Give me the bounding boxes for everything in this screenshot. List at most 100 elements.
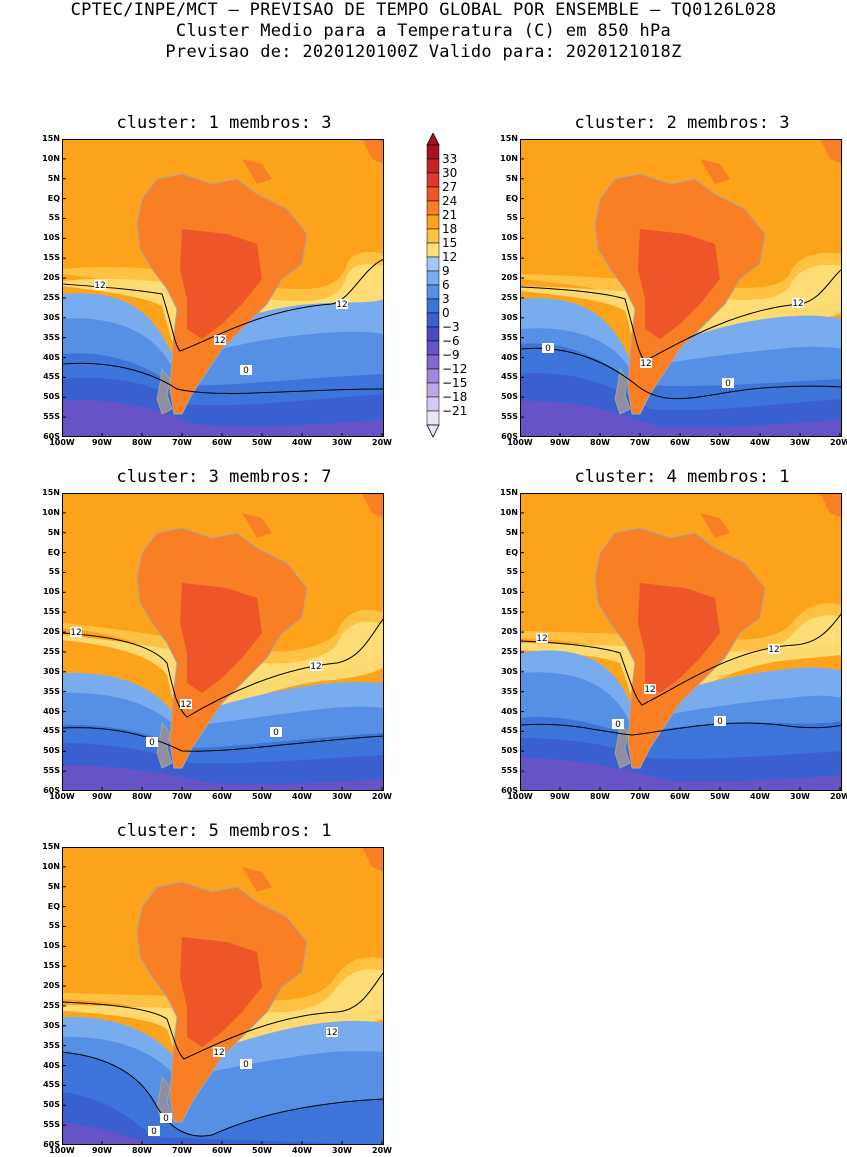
contour-label-box (612, 719, 624, 729)
lat-label: 35S (43, 1040, 60, 1050)
colorbar-label: −15 (442, 376, 468, 390)
colorbar-label: 30 (442, 166, 458, 180)
lat-label: 50S (43, 746, 60, 756)
lon-label: 90W (92, 438, 112, 447)
continent-hot (180, 229, 262, 339)
colorbar-svg (426, 132, 440, 438)
lon-label: 20W (830, 438, 847, 447)
contour-label-box (148, 1126, 160, 1136)
colorbar-swatch (426, 312, 440, 328)
lat-label: 20S (501, 627, 518, 637)
contour-label: 0 (725, 379, 731, 389)
colorbar-label: 24 (442, 194, 458, 208)
band-18-north (62, 493, 384, 507)
lat-label: 30S (43, 1020, 60, 1030)
contour-label: 12 (644, 685, 655, 695)
lon-label: 50W (252, 792, 272, 801)
band-18-north (520, 493, 842, 507)
lon-label: 50W (710, 792, 730, 801)
map-svg-4: 12 12 12 0 0 (520, 493, 842, 791)
lat-label: 10S (43, 233, 60, 243)
map-frame (62, 139, 384, 437)
colorbar-swatch (426, 228, 440, 244)
map-frame (62, 847, 384, 1145)
lat-label: 5N (47, 527, 60, 537)
colorbar-label: 15 (442, 236, 458, 250)
contour-label-box (240, 365, 252, 375)
lat-label: 25S (43, 646, 60, 656)
band-18-north (62, 139, 384, 153)
band-18-north (62, 847, 384, 861)
continent-hot (638, 229, 720, 339)
colorbar-label: −3 (442, 320, 460, 334)
colorbar-swatch (426, 298, 440, 314)
lon-label: 70W (630, 792, 650, 801)
lon-label: 100W (507, 792, 533, 801)
lat-label: 5N (505, 173, 518, 183)
lat-label: 10S (501, 587, 518, 597)
colorbar-label: 27 (442, 180, 458, 194)
isotherm-12 (62, 617, 384, 718)
contour-label: 12 (792, 299, 803, 309)
colorbar-swatch (426, 172, 440, 188)
lat-label: 5S (506, 567, 518, 577)
contour-label: 0 (243, 366, 249, 376)
lon-label: 20W (372, 438, 392, 447)
colorbar-swatch (426, 270, 440, 286)
contour-label: 12 (336, 300, 347, 310)
map-svg-2: 12 12 0 0 (520, 139, 842, 437)
contour-label: 0 (243, 1060, 249, 1070)
contour-label: 12 (94, 281, 105, 291)
lon-label: 70W (172, 438, 192, 447)
lat-label: 10S (501, 233, 518, 243)
lat-label: 25S (43, 1000, 60, 1010)
isotherm-12 (62, 971, 384, 1060)
lat-label: 10N (500, 153, 518, 163)
map-panel-1: 12 12 12 0 (62, 139, 384, 437)
colorbar-label: 3 (442, 292, 450, 306)
continent-hot (638, 583, 720, 693)
lon-label: 100W (49, 438, 75, 447)
lon-label: 90W (550, 438, 570, 447)
lat-label: EQ (47, 193, 60, 203)
map-panel-5: 12 12 0 0 0 (62, 847, 384, 1145)
contour-label: 12 (326, 1028, 337, 1038)
lat-label: 20S (43, 627, 60, 637)
colorbar-swatch (426, 256, 440, 272)
map-svg-1: 12 12 12 0 (62, 139, 384, 437)
lon-label: 30W (332, 792, 352, 801)
lon-label: 100W (49, 1146, 75, 1155)
lat-label: 60S (43, 1140, 60, 1149)
lon-label: 90W (92, 792, 112, 801)
colorbar: 33 30 27 24 21 18 15 12 9 6 3 0 −3 −6 −9 −12 −15 −18 −21 (425, 132, 485, 443)
band-0 (62, 1052, 384, 1145)
lat-label: 15S (43, 961, 60, 971)
lat-label: 25S (501, 646, 518, 656)
contour-label-box (160, 1113, 172, 1123)
contour-label: 0 (717, 717, 723, 727)
header-line-3: Previsao de: 2020120100Z Valido para: 20… (165, 42, 682, 62)
isotherm-0 (520, 347, 842, 400)
lat-label: 10N (42, 861, 60, 871)
lat-label: 15S (43, 253, 60, 263)
lat-label: 60S (501, 432, 518, 441)
contour-label-box (310, 661, 322, 671)
isotherm-0 (520, 722, 842, 736)
lat-label: 45S (501, 372, 518, 382)
contour-label-box (214, 335, 226, 345)
lat-label: 25S (43, 292, 60, 302)
map-panel-2: 12 12 0 0 (520, 139, 842, 437)
map-frame (520, 139, 842, 437)
map-frame (62, 493, 384, 791)
continent-hot (180, 937, 262, 1047)
lat-label: 50S (501, 746, 518, 756)
lon-label: 100W (507, 438, 533, 447)
lat-label: 15N (42, 842, 60, 851)
colorbar-label: −12 (442, 362, 468, 376)
contour-label: 12 (640, 359, 651, 369)
contour-label: 12 (180, 700, 191, 710)
colorbar-swatch (426, 382, 440, 398)
colorbar-label: 6 (442, 278, 450, 292)
lat-label: 20S (43, 273, 60, 283)
